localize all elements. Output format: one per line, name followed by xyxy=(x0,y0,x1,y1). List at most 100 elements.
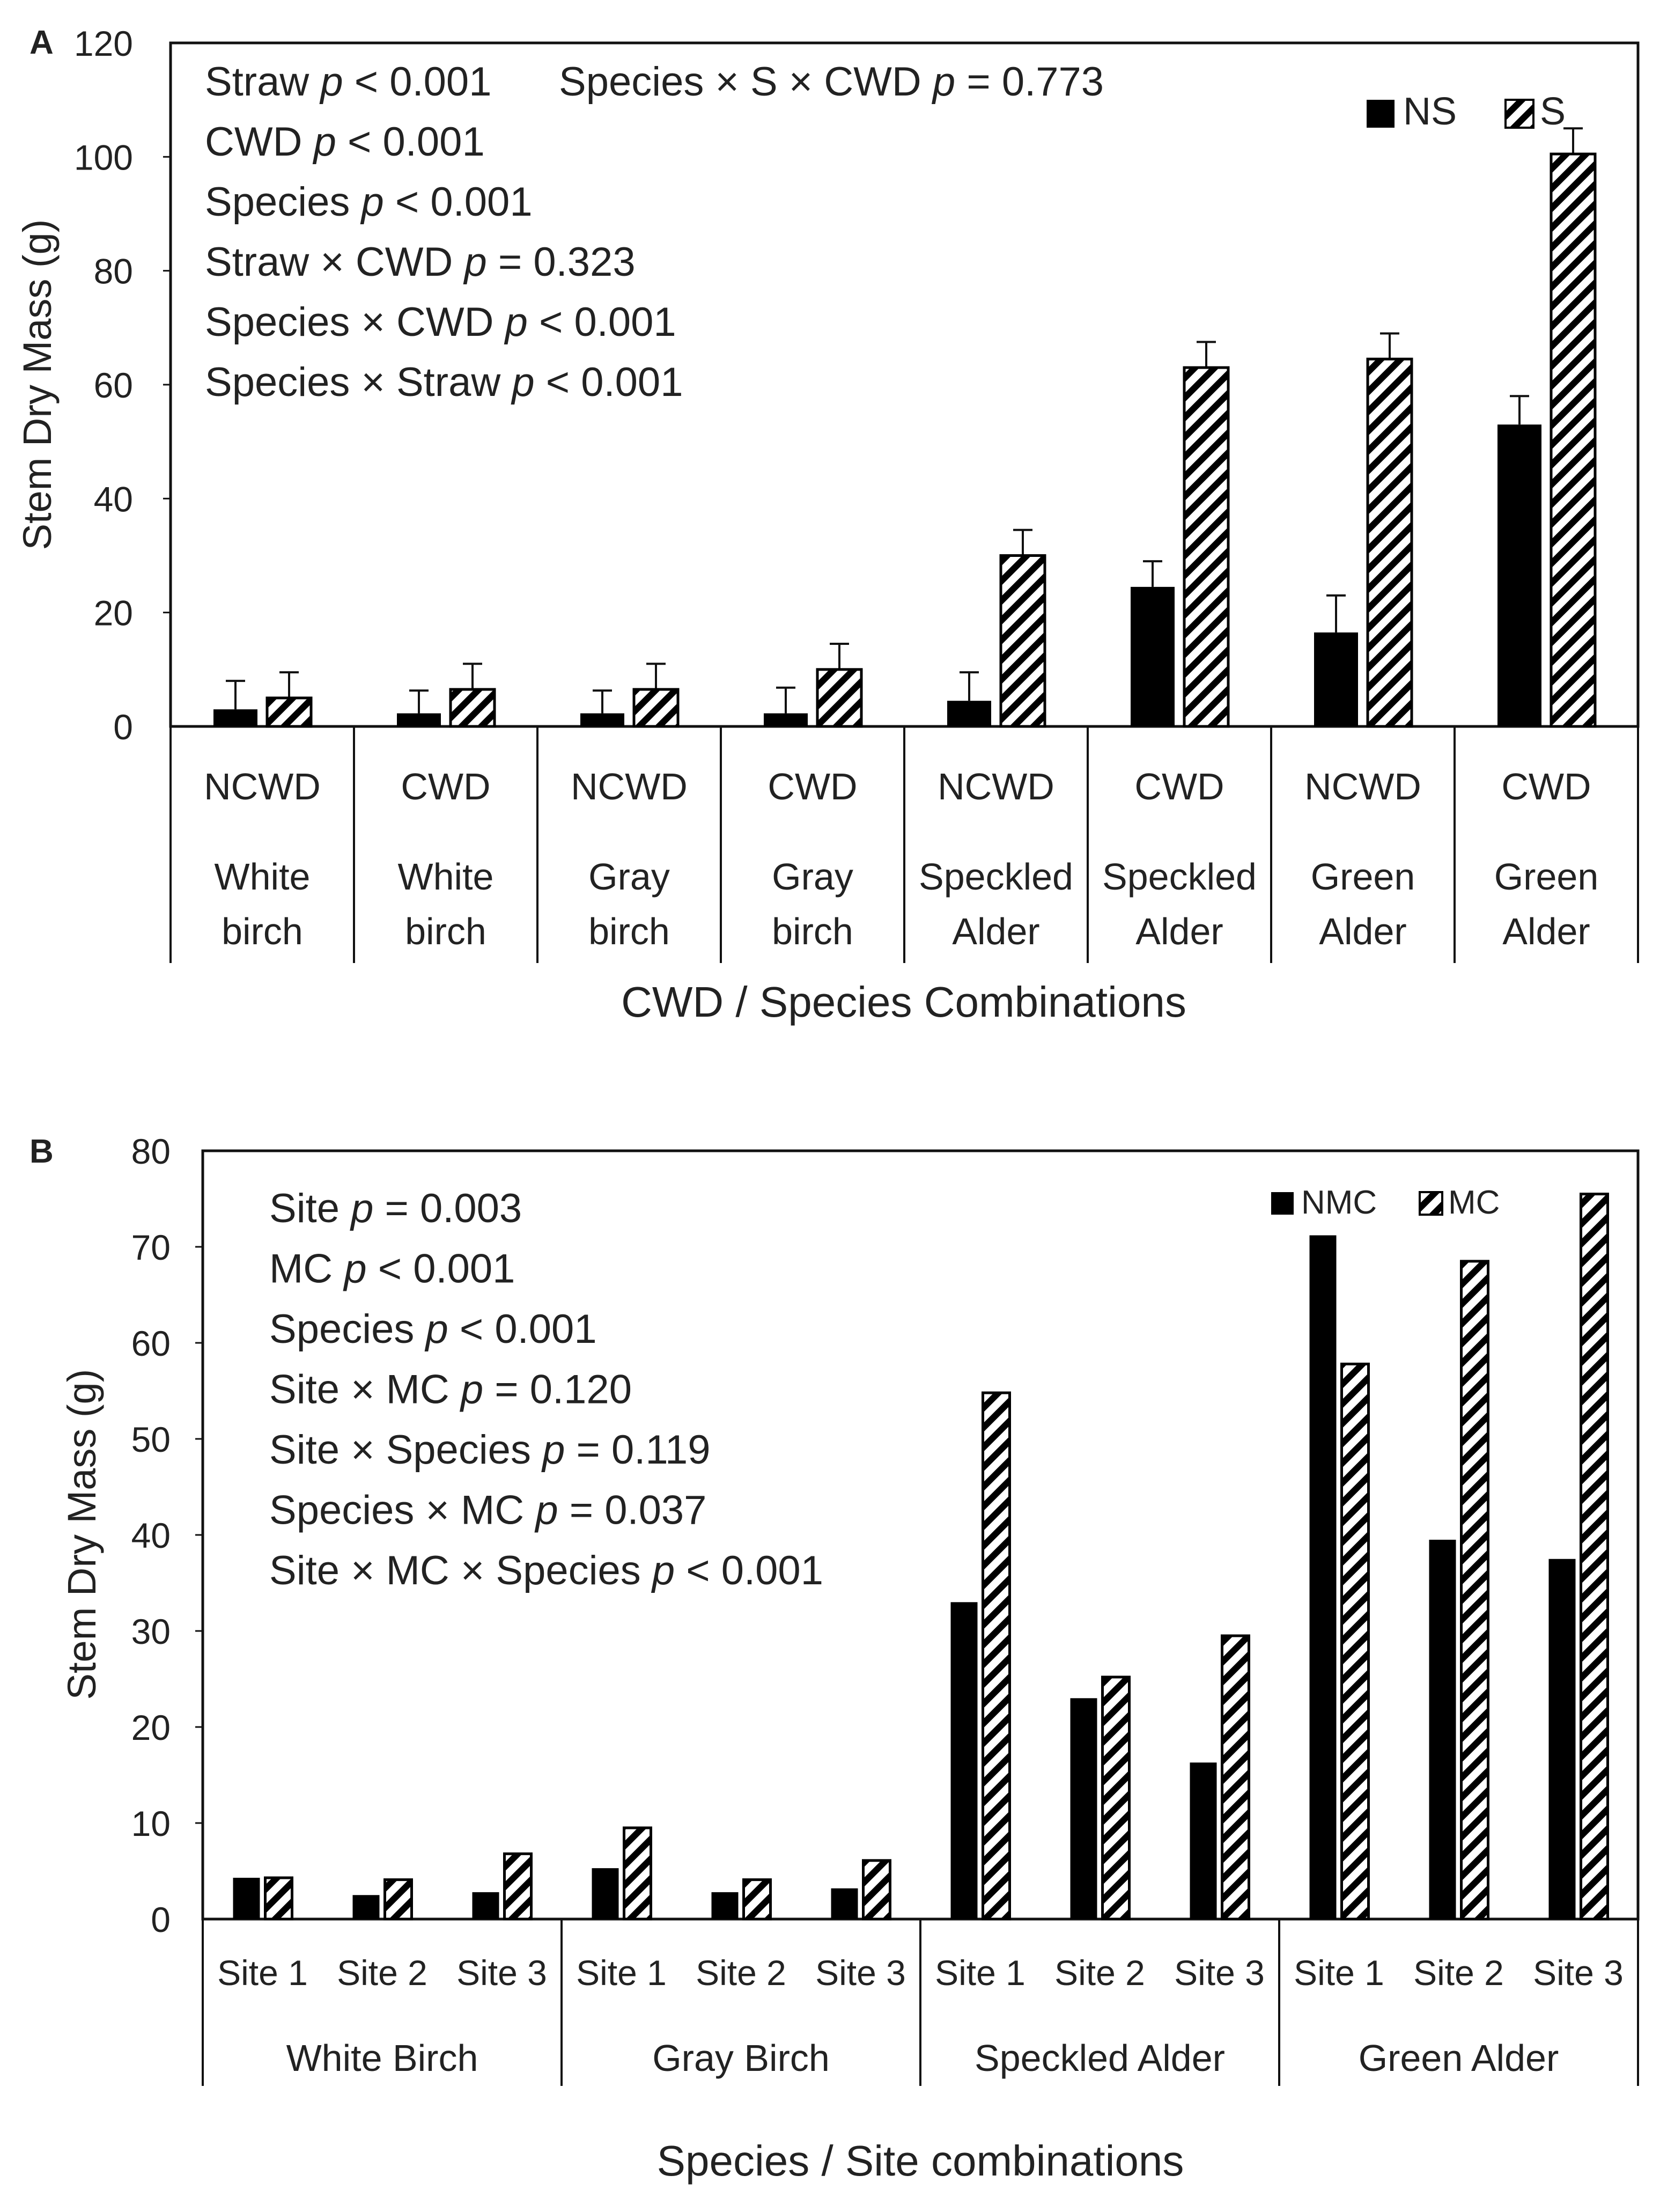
panel-a-y-tick-label: 20 xyxy=(94,593,133,633)
panel-b-bar-nmc xyxy=(1070,1698,1097,1919)
panel-a-species-label: Gray xyxy=(588,856,670,898)
panel-b-site-label: Site 2 xyxy=(1413,1953,1504,1993)
panel-b-stat-annotation-part: p xyxy=(651,1548,675,1593)
panel-b-site-label: Site 3 xyxy=(1533,1953,1624,1993)
panel-a-y-tick-label: 100 xyxy=(74,137,133,177)
panel-b-stat-annotation-part: < 0.001 xyxy=(675,1548,823,1593)
panel-b-y-axis-label: Stem Dry Mass (g) xyxy=(60,1369,104,1700)
panel-b-stat-annotation: Species × MC p = 0.037 xyxy=(269,1488,706,1533)
panel-a-species-label: Alder xyxy=(1135,910,1223,952)
panel-b-site-label: Site 2 xyxy=(1054,1953,1145,1993)
panel-a-bar-ns xyxy=(1497,424,1541,726)
panel-a-cwd-label: CWD xyxy=(768,766,857,807)
panel-a-bar-ns xyxy=(947,701,991,726)
panel-a-letter: A xyxy=(29,24,54,61)
panel-a-cwd-label: CWD xyxy=(1134,766,1224,807)
panel-b-stat-annotation-part: p xyxy=(350,1186,373,1231)
panel-a-stat-annotation-part: < 0.001 xyxy=(336,119,485,165)
panel-a-bars xyxy=(213,127,1597,728)
panel-a-bar-ns xyxy=(764,713,808,726)
panel-a-cwd-label: CWD xyxy=(401,766,490,807)
panel-b-bar-nmc xyxy=(472,1892,499,1919)
panel-a-y-tick-label: 60 xyxy=(94,365,133,405)
panel-b-stat-annotation-part: Site × Species xyxy=(269,1427,542,1473)
panel-a-stat-annotation-part: Species × CWD xyxy=(205,299,505,345)
panel-b-stat-annotation: Site p = 0.003 xyxy=(269,1186,522,1231)
panel-a-bar-s xyxy=(1183,366,1230,728)
panel-b-bar-nmc xyxy=(1429,1539,1456,1919)
panel-b-site-label: Site 1 xyxy=(217,1953,308,1993)
panel-a-species-label: White xyxy=(215,856,311,898)
panel-a-bar-s xyxy=(816,668,863,728)
panel-a-stat-annotation-part: CWD xyxy=(205,119,314,165)
panel-a-stat-annotation: CWD p < 0.001 xyxy=(205,119,485,165)
panel-a-cwd-label: CWD xyxy=(1501,766,1591,807)
panel-a-bar-s xyxy=(1550,152,1597,728)
panel-a-cwd-label: NCWD xyxy=(1304,766,1421,807)
panel-a-stat-annotation-part: Straw × CWD xyxy=(205,239,464,285)
panel-b-stat-annotation-part: Species × MC xyxy=(269,1488,535,1533)
panel-b-stat-annotation-part: Site xyxy=(269,1186,351,1231)
panel-a-species-label: Speckled xyxy=(919,856,1073,898)
legend-swatch-s xyxy=(1504,99,1534,129)
panel-b-site-label: Site 1 xyxy=(935,1953,1025,1993)
panel-b-bar-mc xyxy=(1580,1193,1609,1921)
panel-a-x-axis-label: CWD / Species Combinations xyxy=(621,978,1186,1026)
panel-a-stat-annotation-part: Species xyxy=(205,179,361,225)
legend-swatch-ns xyxy=(1367,100,1395,128)
panel-a-stat-annotation-part: < 0.001 xyxy=(535,359,683,405)
panel-b-x-axis: Site 1 Site 2 Site 3 Site 1 Site 2 Site 3 Site… xyxy=(202,1919,1639,2086)
panel-b-stat-annotation-part: = 0.037 xyxy=(558,1488,707,1533)
panel-a-stat-annotation: Species × CWD p < 0.001 xyxy=(205,299,676,345)
panel-a-stat-annotation-part: p xyxy=(463,239,487,285)
panel-b-y-tick-label: 50 xyxy=(131,1420,171,1459)
panel-a-species-label: birch xyxy=(222,910,303,952)
panel-b-bar-nmc xyxy=(1548,1559,1576,1919)
legend-swatch-mc xyxy=(1419,1191,1443,1216)
panel-b-y-tick-label: 80 xyxy=(131,1131,171,1171)
panel-b-site-label: Site 3 xyxy=(815,1953,906,1993)
panel-b-x-axis-label: Species / Site combinations xyxy=(657,2137,1184,2185)
panel-a-bar-ns xyxy=(580,713,624,726)
panel-b-bar-nmc xyxy=(950,1602,978,1919)
panel-b-stat-annotation-part: p xyxy=(460,1367,483,1413)
panel-a-bar-ns xyxy=(397,713,441,726)
panel-b-stat-annotation-part: < 0.001 xyxy=(448,1306,597,1352)
panel-a-stat-annotation-part: p xyxy=(319,59,343,105)
panel-a-stat-annotation-part: p xyxy=(360,179,384,225)
panel-b-stat-annotation-part: p xyxy=(425,1306,448,1352)
panel-b-bar-mc xyxy=(1221,1634,1250,1921)
panel-b-stat-annotation-part: p xyxy=(343,1246,366,1292)
panel-b-stat-annotation-part: = 0.003 xyxy=(373,1186,522,1231)
panel-a-stat-annotation: Species p < 0.001 xyxy=(205,179,533,225)
legend-label-nmc: NMC xyxy=(1301,1184,1377,1221)
panel-a-species-label: birch xyxy=(772,910,853,952)
panel-b-stat-annotation-part: Species xyxy=(269,1306,426,1352)
panel-a-bar-s xyxy=(1366,357,1413,728)
panel-a-stat-annotation-part: p xyxy=(313,119,336,165)
panel-b-y-tick-label: 60 xyxy=(131,1324,171,1363)
panel-b-site-label: Site 2 xyxy=(696,1953,786,1993)
panel-b-bar-nmc xyxy=(831,1888,858,1919)
panel-b-stat-annotation: Species p < 0.001 xyxy=(269,1306,597,1352)
panel-b-bars xyxy=(233,1193,1609,1921)
panel-b-letter: B xyxy=(29,1133,54,1170)
panel-b-stat-annotation-part: p xyxy=(541,1427,565,1473)
panel-a-bar-ns xyxy=(1131,586,1175,726)
panel-a-stat-annotation: Straw × CWD p = 0.323 xyxy=(205,239,636,285)
panel-a-bar-ns xyxy=(213,709,257,726)
panel-b-bar-mc xyxy=(383,1878,413,1921)
panel-b-stat-annotation: MC p < 0.001 xyxy=(269,1246,515,1292)
panel-a-species-label: Alder xyxy=(1319,910,1406,952)
panel-a-species-label: Gray xyxy=(772,856,853,898)
panel-a-species-label: Alder xyxy=(1502,910,1590,952)
panel-b-bar-nmc xyxy=(1309,1235,1337,1919)
panel-a-species-label: birch xyxy=(588,910,670,952)
panel-b-site-label: Site 2 xyxy=(337,1953,427,1993)
panel-b-y-ticks: 0 10 20 30 40 50 60 70 80 xyxy=(131,1131,203,1939)
panel-a-legend: NS S xyxy=(1367,90,1566,133)
panel-b-y-tick-label: 70 xyxy=(131,1228,171,1267)
panel-a-cwd-label: NCWD xyxy=(204,766,321,807)
panel-a-stat-annotation-part: = 0.323 xyxy=(487,239,636,285)
panel-b-bar-nmc xyxy=(233,1878,260,1919)
